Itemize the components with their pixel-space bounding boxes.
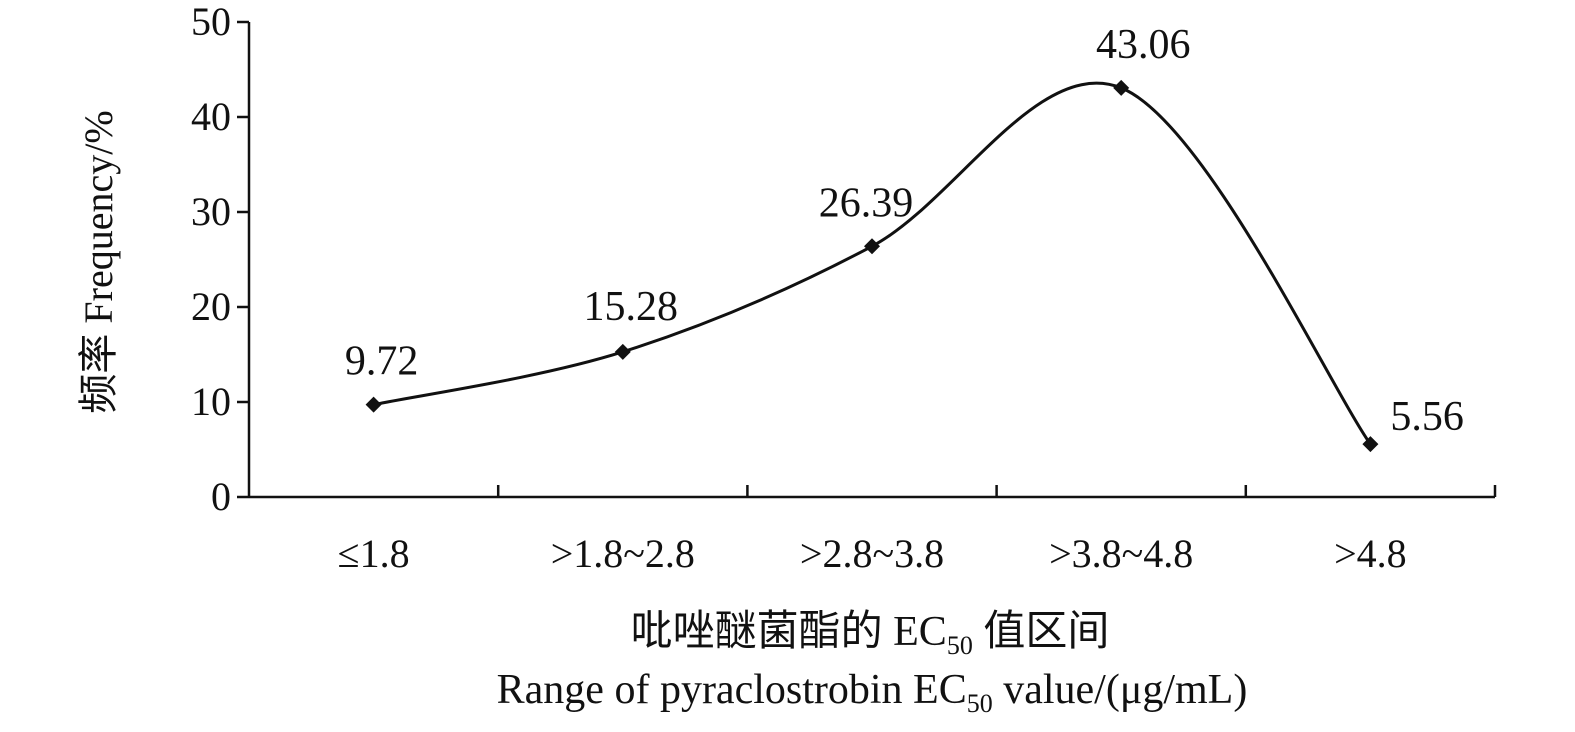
data-point-marker xyxy=(1113,79,1130,96)
y-tick-label: 30 xyxy=(191,189,231,234)
data-point-marker xyxy=(614,343,631,360)
data-label: 43.06 xyxy=(1096,22,1191,68)
x-axis-title-cn: 吡唑醚菌酯的 EC50 值区间 xyxy=(631,609,1110,660)
series-line xyxy=(373,81,1372,446)
y-axis-title: 频率 Frequency/% xyxy=(76,110,121,413)
data-point-marker xyxy=(365,396,382,413)
x-axis-title-en: Range of pyraclostrobin EC50 value/(μg/m… xyxy=(497,667,1248,718)
x-category-label: >2.8~3.8 xyxy=(800,531,944,576)
x-category-label: >4.8 xyxy=(1334,531,1407,576)
x-category-label: ≤1.8 xyxy=(338,531,410,576)
data-labels: 9.72 15.28 26.39 43.06 5.56 xyxy=(345,22,1464,440)
y-tick-label: 0 xyxy=(211,474,231,519)
data-point-marker xyxy=(864,238,880,255)
y-tick-label: 40 xyxy=(191,94,231,139)
x-ticks: ≤1.8 >1.8~2.8 >2.8~3.8 >3.8~4.8 >4.8 xyxy=(338,485,1497,576)
axes xyxy=(247,22,1495,499)
data-label: 15.28 xyxy=(584,284,679,330)
y-ticks: 0 10 20 30 40 50 xyxy=(191,0,249,519)
data-markers xyxy=(365,79,1379,453)
data-label: 9.72 xyxy=(345,339,419,385)
data-label: 26.39 xyxy=(819,180,914,226)
y-tick-label: 10 xyxy=(191,379,231,424)
y-tick-label: 50 xyxy=(191,0,231,44)
data-point-marker xyxy=(1362,436,1379,453)
x-category-label: >3.8~4.8 xyxy=(1049,531,1193,576)
data-label: 5.56 xyxy=(1390,394,1464,440)
y-tick-label: 20 xyxy=(191,284,231,329)
x-category-label: >1.8~2.8 xyxy=(551,531,695,576)
